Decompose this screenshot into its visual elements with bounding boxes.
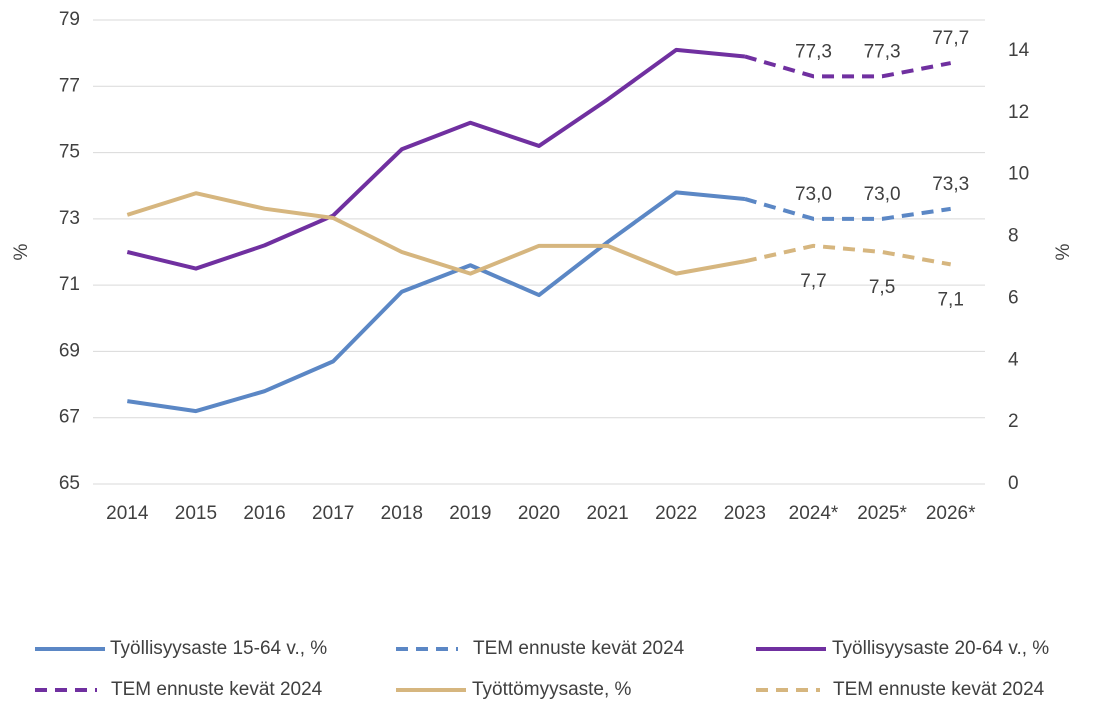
x-tick-label: 2021	[586, 503, 628, 524]
y-tick-label: 71	[59, 274, 80, 295]
data-label: 77,7	[932, 28, 969, 49]
y-tick-label: 69	[59, 340, 80, 361]
legend-label: TEM ennuste kevät 2024	[833, 679, 1045, 700]
series-line	[744, 243, 952, 267]
legend-label: Työllisyysaste 15-64 v., %	[110, 638, 327, 659]
x-tick-label: 2022	[655, 503, 697, 524]
y-tick-label: 65	[59, 473, 80, 494]
y-tick-label: 79	[59, 9, 80, 30]
data-label: 77,3	[795, 41, 832, 62]
y2-tick-label: 12	[1008, 102, 1029, 123]
series-line	[127, 190, 746, 414]
data-label: 7,7	[800, 271, 826, 292]
x-tick-label: 2014	[106, 503, 149, 524]
y2-tick-label: 6	[1008, 287, 1019, 308]
data-label: 77,3	[864, 41, 901, 62]
legend-label: TEM ennuste kevät 2024	[473, 638, 685, 659]
data-label: 73,0	[864, 184, 901, 205]
y2-tick-label: 10	[1008, 164, 1029, 185]
x-tick-label: 2015	[175, 503, 217, 524]
legend-label: TEM ennuste kevät 2024	[111, 679, 323, 700]
legend-label: Työttömyysaste, %	[472, 679, 632, 700]
legend-label: Työllisyysaste 20-64 v., %	[832, 638, 1049, 659]
x-tick-label: 2024*	[789, 503, 839, 524]
x-tick-label: 2016	[243, 503, 285, 524]
y-tick-label: 73	[59, 208, 80, 229]
data-label: 7,1	[937, 289, 963, 310]
x-tick-label: 2018	[381, 503, 423, 524]
y2-tick-label: 8	[1008, 226, 1019, 247]
y-axis-label: %	[11, 243, 32, 260]
data-label: 73,0	[795, 184, 832, 205]
series-line	[126, 47, 746, 271]
y-tick-label: 75	[59, 142, 80, 163]
y2-tick-label: 14	[1008, 40, 1030, 61]
data-label: 73,3	[932, 174, 969, 195]
y-tick-label: 67	[59, 407, 80, 428]
x-tick-label: 2019	[449, 503, 491, 524]
y-tick-label: 77	[59, 75, 80, 96]
data-label: 7,5	[869, 277, 895, 298]
y2-tick-label: 0	[1008, 473, 1019, 494]
x-tick-label: 2026*	[926, 503, 976, 524]
y2-tick-label: 2	[1008, 411, 1019, 432]
y2-axis-label: %	[1053, 243, 1074, 260]
x-tick-label: 2025*	[857, 503, 907, 524]
series-line	[744, 197, 951, 221]
series-line	[126, 191, 746, 276]
y2-tick-label: 4	[1008, 349, 1019, 370]
x-tick-label: 2020	[518, 503, 560, 524]
series-line	[744, 54, 952, 79]
x-tick-label: 2023	[724, 503, 766, 524]
x-tick-label: 2017	[312, 503, 354, 524]
